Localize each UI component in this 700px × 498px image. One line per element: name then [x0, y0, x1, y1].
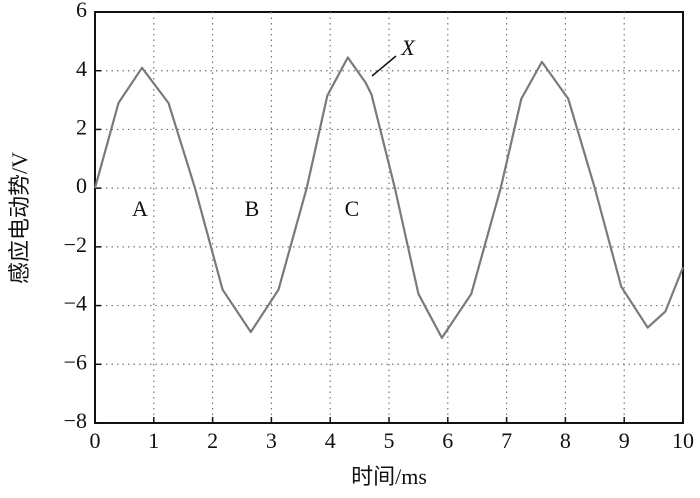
annotation-leader [371, 55, 397, 77]
annotation: C [345, 196, 360, 221]
y-axis-label: 感应电动势/V [7, 152, 32, 284]
annotation: B [245, 196, 260, 221]
x-tick-label: 3 [266, 428, 277, 453]
x-tick-label: 2 [207, 428, 218, 453]
x-tick-label: 8 [560, 428, 571, 453]
data-line [93, 56, 685, 339]
annotation: A [132, 196, 148, 221]
y-tick-label: 4 [76, 56, 87, 81]
x-tick-label: 5 [384, 428, 395, 453]
y-tick-label: −4 [64, 291, 87, 316]
x-tick-label: 4 [325, 428, 336, 453]
x-tick-label: 7 [501, 428, 512, 453]
y-tick-label: −6 [64, 349, 87, 374]
y-tick-label: −2 [64, 232, 87, 257]
x-axis-label: 时间/ms [351, 464, 427, 489]
x-tick-label: 0 [90, 428, 101, 453]
x-tick-label: 6 [442, 428, 453, 453]
y-tick-label: 6 [76, 0, 87, 22]
annotation: X [400, 35, 416, 60]
y-tick-label: −8 [64, 408, 87, 433]
x-tick-label: 10 [672, 428, 694, 453]
x-tick-label: 9 [619, 428, 630, 453]
x-tick-label: 1 [148, 428, 159, 453]
y-tick-label: 0 [76, 173, 87, 198]
y-tick-label: 2 [76, 114, 87, 139]
